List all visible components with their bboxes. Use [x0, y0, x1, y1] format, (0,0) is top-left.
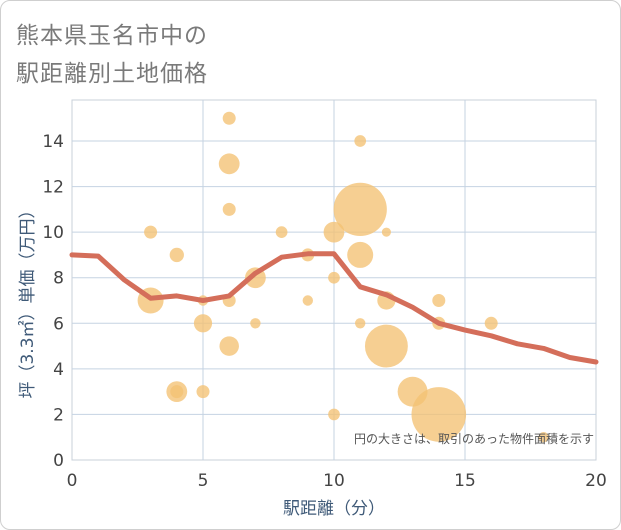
y-axis-label: 坪（3.3㎡）単価（万円）: [18, 201, 38, 398]
scatter-point: [484, 316, 498, 330]
x-tick-label: 20: [585, 471, 607, 491]
scatter-point: [250, 318, 261, 329]
scatter-point: [144, 225, 158, 239]
y-tick-label: 8: [53, 269, 64, 289]
average-price-line: [69, 251, 599, 365]
scatter-point: [328, 271, 340, 284]
x-tick-label: 15: [454, 471, 476, 491]
y-tick-label: 6: [53, 314, 64, 334]
y-tick-label: 2: [53, 405, 64, 425]
scatter-point: [193, 314, 213, 333]
x-tick-label: 0: [67, 471, 78, 491]
scatter-point: [222, 202, 236, 216]
scatter-point: [219, 336, 239, 356]
x-tick-labels: 0 5 10 15 20: [67, 471, 607, 491]
scatter-point: [355, 318, 366, 329]
y-tick-labels: 0 2 4 6 8 10 12 14: [42, 132, 64, 471]
scatter-point: [218, 153, 240, 175]
x-axis-label: 駅距離（分）: [283, 499, 385, 519]
scatter-point: [381, 227, 391, 237]
scatter-point: [364, 324, 408, 368]
scatter-point: [170, 385, 184, 399]
chart-title-line-2: 駅距離別土地価格: [16, 61, 208, 87]
y-tick-label: 10: [42, 223, 64, 243]
chart-title-line-1: 熊本県玉名市中の: [16, 23, 208, 49]
scatter-points: [137, 111, 549, 443]
scatter-point: [328, 408, 340, 421]
y-tick-label: 12: [42, 178, 64, 198]
y-tick-label: 4: [53, 360, 64, 380]
scatter-point: [432, 294, 446, 308]
scatter-point: [275, 226, 288, 239]
x-tick-label: 5: [198, 471, 209, 491]
scatter-point: [169, 247, 184, 263]
scatter-point: [354, 135, 367, 147]
x-tick-label: 10: [323, 471, 345, 491]
scatter-point: [411, 387, 467, 442]
scatter-point: [323, 221, 345, 243]
y-tick-label: 14: [42, 132, 64, 152]
scatter-point: [196, 385, 210, 399]
scatter-point: [222, 111, 236, 125]
scatter-point: [538, 432, 549, 443]
scatter-point: [333, 182, 387, 237]
size-annotation: 円の大きさは、取引のあった物件面積を示す: [354, 431, 594, 446]
scatter-point: [347, 241, 374, 268]
scatter-point: [302, 295, 313, 306]
y-tick-label: 0: [53, 451, 64, 471]
average-line: [69, 251, 599, 365]
